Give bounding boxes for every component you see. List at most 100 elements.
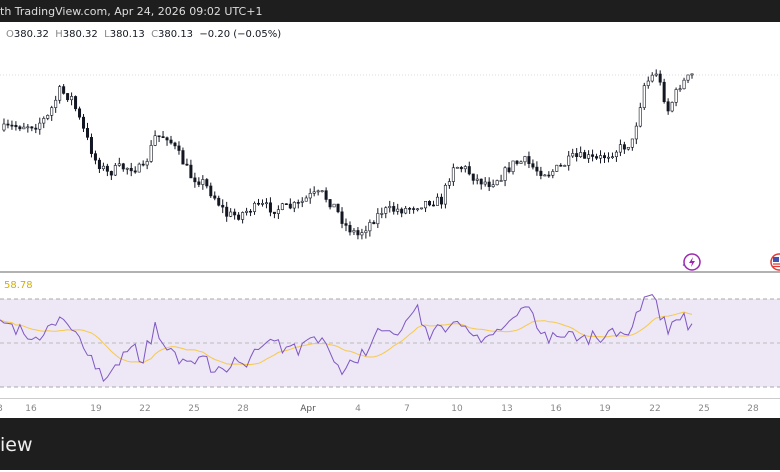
candle <box>519 161 523 164</box>
candle <box>201 179 205 185</box>
time-axis[interactable]: 3 16 19 22 25 28 Apr 4 7 10 13 16 19 22 25 28 <box>0 398 780 419</box>
candle <box>408 208 412 210</box>
candle <box>678 88 682 91</box>
time-tick: 4 <box>355 404 361 414</box>
candle <box>511 160 515 172</box>
candle <box>161 136 165 139</box>
candle <box>280 203 284 210</box>
candle <box>284 203 288 206</box>
candle <box>137 163 141 173</box>
candle <box>455 167 459 169</box>
candle <box>571 153 575 157</box>
candle <box>213 195 217 199</box>
candle <box>380 213 384 215</box>
candle <box>503 167 507 181</box>
candle <box>82 116 86 129</box>
time-tick: 22 <box>649 404 661 414</box>
candle <box>14 124 18 128</box>
candle <box>400 208 404 214</box>
time-tick: 19 <box>90 404 102 414</box>
lightning-icon[interactable] <box>682 253 701 271</box>
candle <box>674 89 678 103</box>
candle <box>658 73 662 83</box>
candle <box>344 223 348 226</box>
candle <box>579 152 583 157</box>
candle <box>276 209 280 214</box>
change-value: −0.20 (−0.05%) <box>199 29 282 40</box>
candle <box>364 230 368 233</box>
candle <box>587 154 591 159</box>
candle <box>324 190 328 200</box>
candle <box>610 156 614 159</box>
candle <box>316 190 320 193</box>
candle <box>38 122 42 130</box>
candle <box>22 126 26 130</box>
candle <box>606 156 610 159</box>
candle <box>531 163 535 168</box>
candle <box>129 167 133 172</box>
candle <box>654 73 658 76</box>
candle <box>165 137 169 141</box>
candle <box>153 135 157 146</box>
tradingview-logo: iew <box>0 434 33 456</box>
candle <box>145 161 149 166</box>
candle <box>388 206 392 209</box>
candle <box>10 124 14 127</box>
rsi-line <box>0 294 693 383</box>
time-tick: 16 <box>550 404 562 414</box>
candle <box>523 156 527 163</box>
candle <box>618 144 622 153</box>
candle <box>404 208 408 214</box>
candle <box>376 213 380 225</box>
candle <box>443 184 447 205</box>
candle <box>46 115 50 119</box>
candle <box>495 180 499 186</box>
rsi-ma-line <box>0 311 693 365</box>
rsi-value: 58.78 <box>4 280 33 291</box>
candle <box>475 178 479 181</box>
candle <box>89 137 93 154</box>
candle <box>368 222 372 232</box>
candle <box>483 181 487 185</box>
candle <box>599 155 603 159</box>
candle <box>189 164 193 179</box>
candle <box>591 154 595 157</box>
candle <box>169 139 173 144</box>
candle <box>217 197 221 206</box>
candle <box>567 155 571 166</box>
candle <box>515 160 519 164</box>
candle <box>626 146 630 150</box>
candle <box>241 212 245 220</box>
candle <box>396 208 400 212</box>
candle <box>109 171 113 176</box>
candle <box>260 203 264 205</box>
candle <box>66 93 70 101</box>
high-label: H <box>55 29 63 40</box>
candle <box>507 167 511 172</box>
candle <box>372 222 376 225</box>
candle <box>499 180 503 182</box>
candle <box>34 127 38 130</box>
candle <box>424 201 428 209</box>
candle <box>547 174 551 177</box>
time-tick: 7 <box>404 404 410 414</box>
candle <box>491 184 495 187</box>
candle <box>543 174 547 177</box>
candle <box>479 178 483 185</box>
candle <box>622 144 626 150</box>
candle <box>264 202 268 205</box>
candle <box>197 181 201 185</box>
us-flag-icon[interactable] <box>770 253 780 271</box>
time-tick: 28 <box>237 404 249 414</box>
footer-bar: iew <box>0 418 780 470</box>
candle <box>141 163 145 166</box>
candle <box>117 163 121 166</box>
candle <box>471 173 475 181</box>
chart-canvas[interactable] <box>0 22 780 398</box>
candle <box>78 108 82 118</box>
candle <box>646 80 650 86</box>
candle <box>467 166 471 175</box>
candle <box>690 73 694 76</box>
candle <box>272 211 276 214</box>
candle <box>245 210 249 213</box>
